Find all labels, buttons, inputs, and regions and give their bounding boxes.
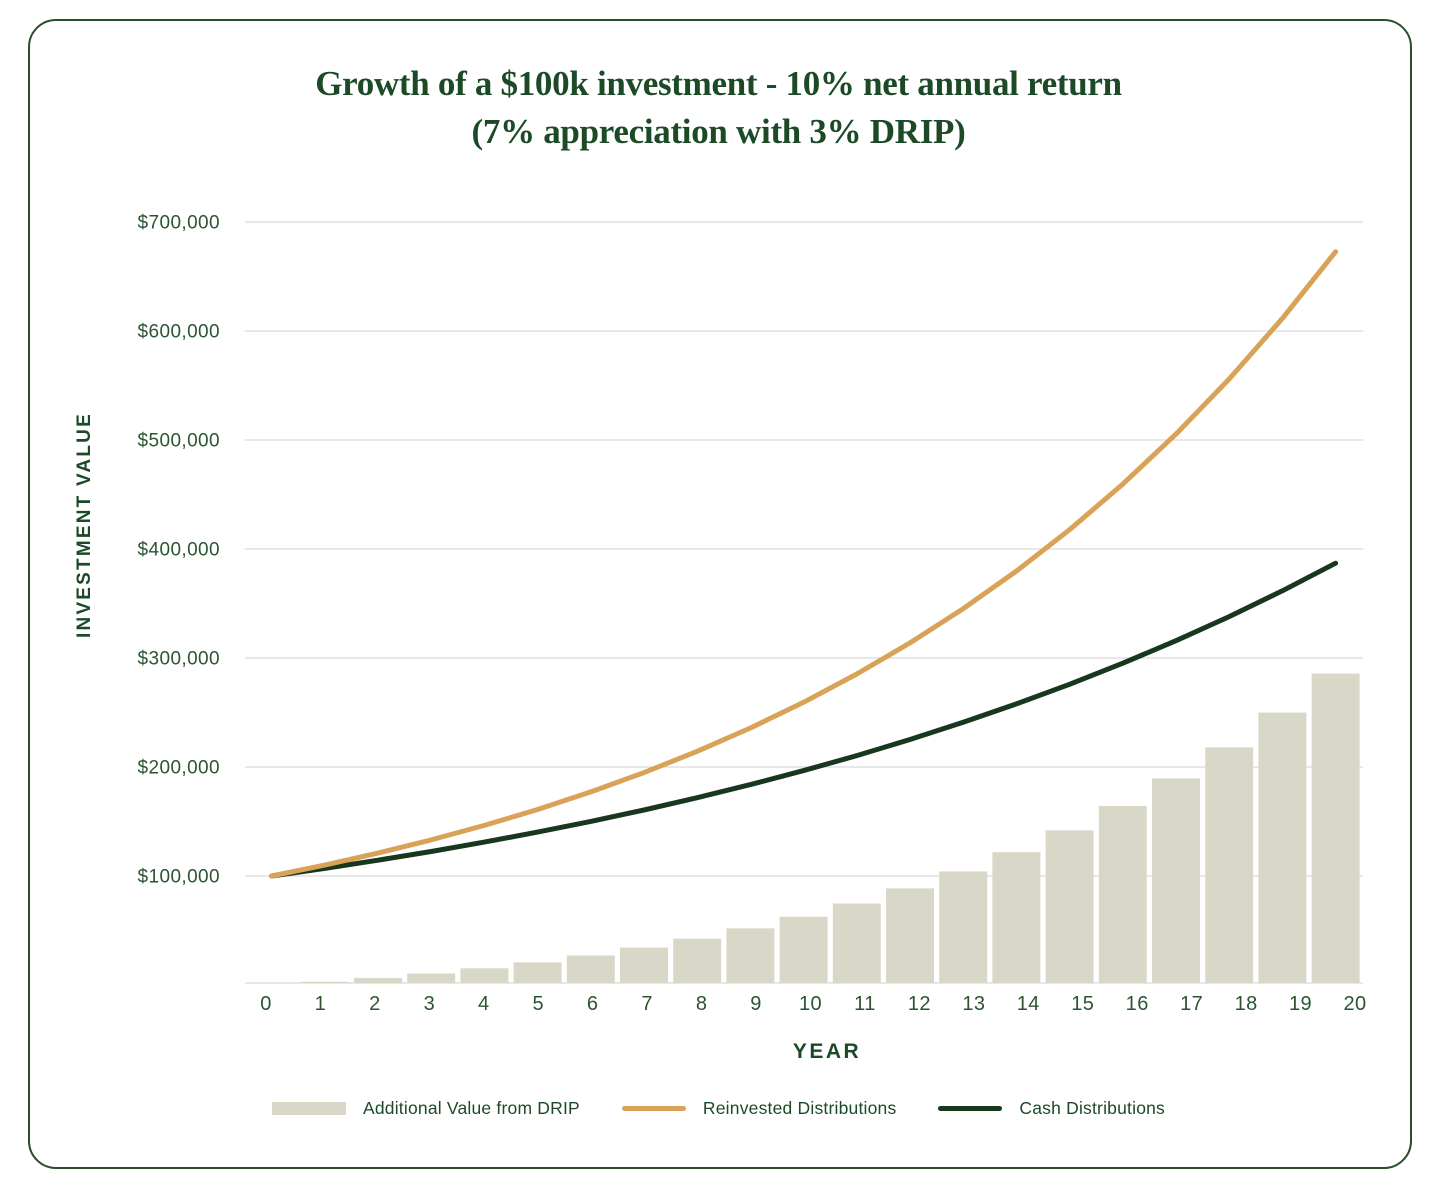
- x-tick-label: 7: [641, 993, 653, 1015]
- chart-title-line2: (7% appreciation with 3% DRIP): [471, 112, 966, 151]
- legend-label-drip: Additional Value from DRIP: [362, 1098, 580, 1118]
- cash-line-swatch: [938, 1106, 1003, 1111]
- drip-bar-swatch: [271, 1102, 346, 1115]
- x-tick-label: 16: [1126, 993, 1149, 1015]
- y-tick-label: $600,000: [138, 322, 220, 343]
- drip-bar: [1311, 673, 1360, 983]
- x-tick-label: 4: [478, 993, 490, 1015]
- x-tick-label: 0: [260, 993, 272, 1015]
- x-tick-label: 9: [750, 993, 762, 1015]
- drip-bar: [1045, 830, 1094, 983]
- x-tick-label: 19: [1289, 993, 1312, 1015]
- x-tick-label: 5: [532, 993, 544, 1015]
- drip-bar: [566, 955, 615, 983]
- drip-bar: [1098, 805, 1147, 983]
- cash-distributions-line: [269, 560, 1339, 879]
- legend-item-drip: Additional Value from DRIP: [271, 1098, 580, 1119]
- y-tick-label: $200,000: [138, 758, 220, 779]
- chart-title-line1: Growth of a $100k investment - 10% net a…: [315, 64, 1122, 103]
- x-tick-label: 10: [799, 993, 822, 1015]
- drip-bar: [886, 888, 934, 983]
- x-tick-label: 8: [696, 993, 708, 1015]
- x-tick-label: 20: [1343, 993, 1366, 1015]
- x-tick-label: 3: [424, 993, 436, 1015]
- x-tick-label: 2: [369, 993, 381, 1015]
- legend-item-reinvested: Reinvested Distributions: [621, 1098, 897, 1119]
- y-tick-label: $300,000: [138, 649, 220, 670]
- y-tick-label: $100,000: [138, 867, 220, 888]
- legend: Additional Value from DRIP Reinvested Di…: [0, 1098, 1437, 1119]
- x-tick-label: 17: [1180, 993, 1203, 1015]
- reinvested-distributions-line: [269, 249, 1339, 879]
- drip-bar: [407, 973, 456, 983]
- drip-bar: [673, 938, 722, 983]
- drip-bar: [1205, 747, 1254, 983]
- legend-label-cash: Cash Distributions: [1019, 1098, 1166, 1118]
- chart-title: Growth of a $100k investment - 10% net a…: [0, 60, 1437, 156]
- y-tick-label: $500,000: [138, 431, 220, 452]
- drip-bar: [939, 871, 988, 983]
- x-tick-label: 13: [962, 993, 985, 1015]
- x-tick-label: 15: [1071, 993, 1094, 1015]
- drip-bar: [513, 962, 562, 983]
- legend-item-cash: Cash Distributions: [938, 1098, 1165, 1119]
- y-tick-label: $700,000: [138, 213, 220, 234]
- legend-label-reinvested: Reinvested Distributions: [702, 1098, 897, 1118]
- reinvested-line-swatch: [621, 1106, 686, 1111]
- x-tick-label: 18: [1235, 993, 1258, 1015]
- x-tick-label: 11: [854, 993, 876, 1015]
- y-tick-label: $400,000: [138, 540, 220, 561]
- x-tick-label: 6: [587, 993, 599, 1015]
- drip-bar: [460, 968, 509, 983]
- x-tick-label: 14: [1017, 993, 1040, 1015]
- drip-bar: [832, 903, 881, 983]
- drip-bar: [779, 916, 828, 983]
- x-tick-label: 12: [908, 993, 931, 1015]
- drip-bar: [354, 977, 402, 983]
- drip-bar: [620, 947, 668, 983]
- drip-bar: [992, 852, 1041, 983]
- drip-bar: [300, 981, 349, 983]
- x-axis-title: YEAR: [792, 1040, 862, 1063]
- drip-bar: [1258, 712, 1307, 983]
- x-tick-label: 1: [315, 993, 327, 1015]
- drip-bar: [726, 928, 775, 983]
- drip-bar: [1152, 778, 1200, 983]
